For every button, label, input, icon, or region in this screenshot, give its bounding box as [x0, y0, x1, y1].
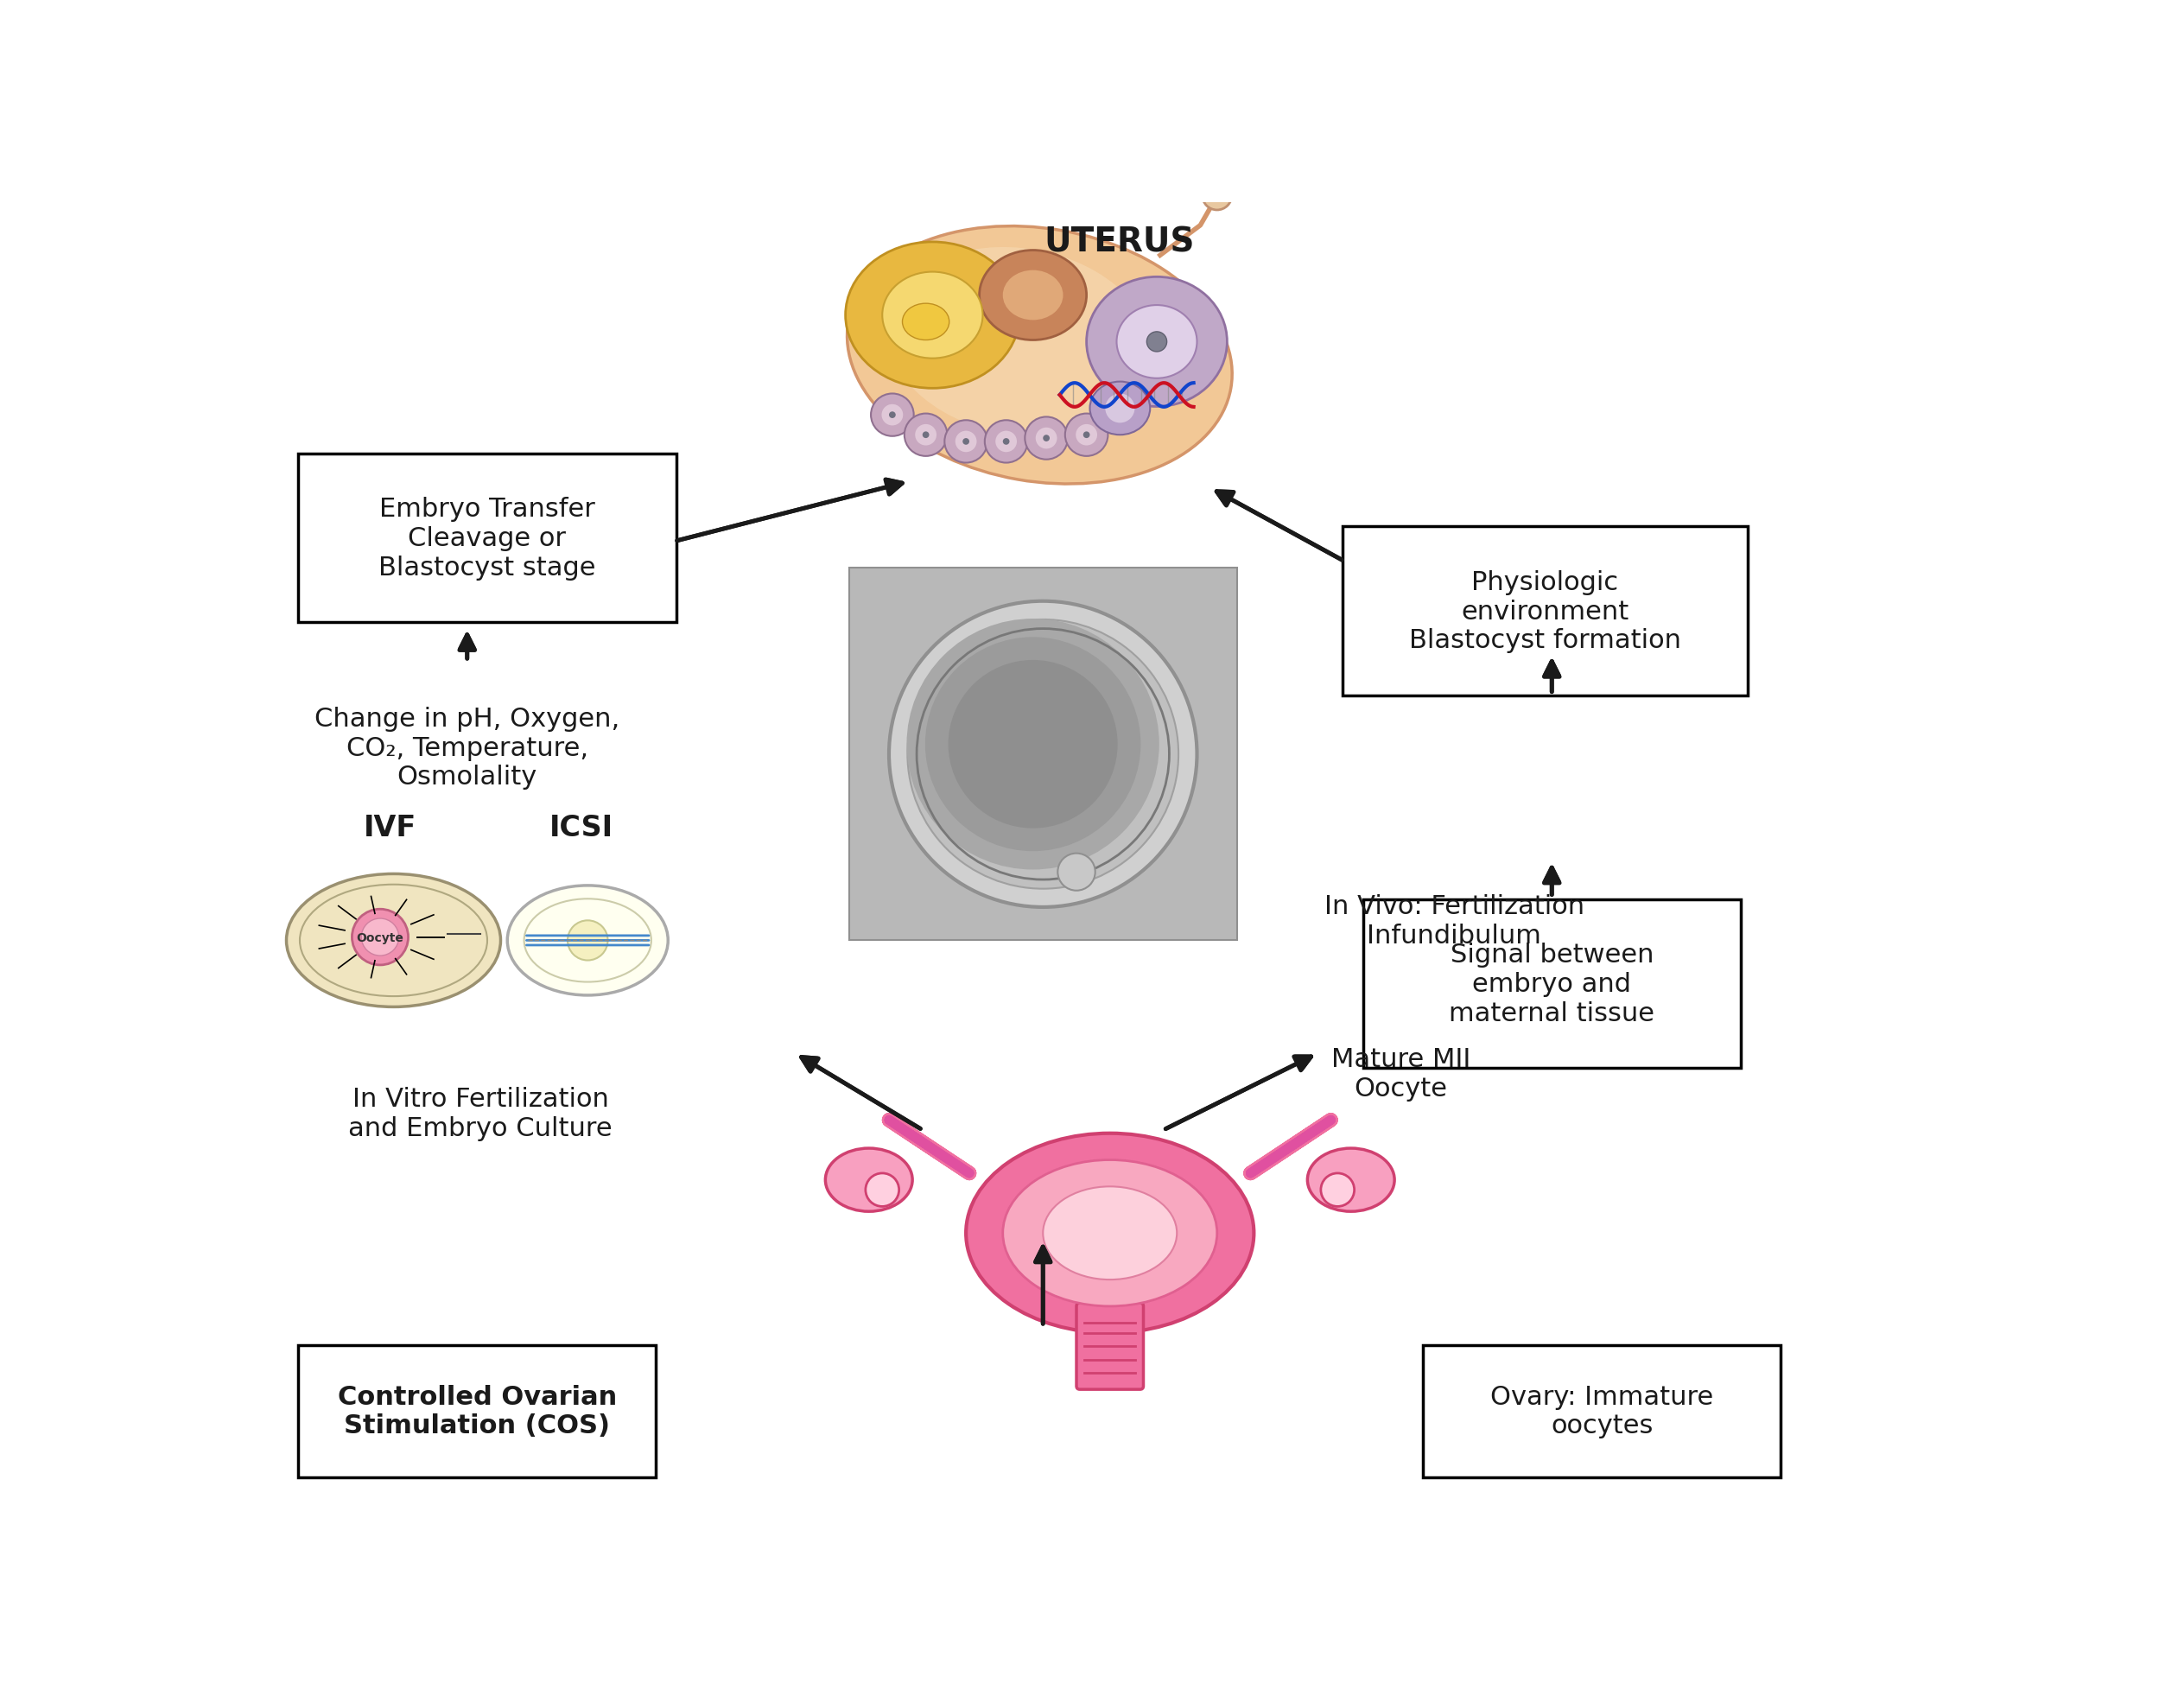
Circle shape: [889, 601, 1197, 907]
Ellipse shape: [978, 252, 1085, 341]
FancyBboxPatch shape: [299, 1344, 655, 1478]
Ellipse shape: [1044, 1187, 1177, 1280]
Ellipse shape: [826, 1149, 913, 1211]
Text: Mature MII
Oocyte: Mature MII Oocyte: [1330, 1047, 1470, 1101]
Ellipse shape: [1002, 1160, 1216, 1306]
Ellipse shape: [1116, 306, 1197, 378]
Circle shape: [871, 394, 913, 437]
Circle shape: [909, 620, 1179, 888]
Ellipse shape: [507, 885, 668, 995]
Text: In Vivo: Fertilization
Infundibulum: In Vivo: Fertilization Infundibulum: [1324, 893, 1583, 948]
Circle shape: [906, 620, 1160, 870]
Circle shape: [1203, 181, 1232, 211]
Circle shape: [1024, 417, 1068, 459]
Circle shape: [963, 439, 970, 446]
Circle shape: [352, 909, 408, 966]
Circle shape: [996, 431, 1018, 453]
Text: UTERUS: UTERUS: [1044, 226, 1195, 258]
Circle shape: [1066, 414, 1107, 456]
FancyBboxPatch shape: [299, 454, 677, 623]
Ellipse shape: [965, 1133, 1254, 1333]
Circle shape: [568, 921, 607, 961]
Circle shape: [915, 424, 937, 446]
Circle shape: [954, 431, 976, 453]
Text: Physiologic
environment
Blastocyst formation: Physiologic environment Blastocyst forma…: [1409, 571, 1682, 654]
Circle shape: [948, 660, 1118, 829]
Ellipse shape: [882, 272, 983, 360]
Circle shape: [1002, 439, 1009, 446]
Circle shape: [1321, 1174, 1354, 1206]
Circle shape: [978, 691, 1088, 799]
FancyBboxPatch shape: [1343, 527, 1747, 696]
Circle shape: [1105, 394, 1136, 424]
FancyBboxPatch shape: [1077, 1304, 1144, 1390]
Circle shape: [1147, 333, 1166, 353]
Circle shape: [882, 405, 902, 426]
Ellipse shape: [902, 304, 950, 341]
Text: ICSI: ICSI: [548, 814, 614, 841]
FancyBboxPatch shape: [1363, 900, 1741, 1069]
Circle shape: [1057, 853, 1094, 890]
Text: In Vitro Fertilization
and Embryo Culture: In Vitro Fertilization and Embryo Cultur…: [349, 1086, 612, 1140]
Ellipse shape: [887, 248, 1153, 437]
Ellipse shape: [1002, 270, 1064, 321]
Ellipse shape: [847, 226, 1232, 485]
Text: Change in pH, Oxygen,
CO₂, Temperature,
Osmolality: Change in pH, Oxygen, CO₂, Temperature, …: [314, 706, 620, 789]
Circle shape: [865, 1174, 900, 1206]
Circle shape: [1035, 427, 1057, 449]
Circle shape: [360, 919, 400, 956]
Ellipse shape: [845, 243, 1020, 388]
Text: Signal between
embryo and
maternal tissue: Signal between embryo and maternal tissu…: [1448, 942, 1655, 1025]
Ellipse shape: [1085, 277, 1227, 407]
FancyBboxPatch shape: [1424, 1344, 1780, 1478]
Circle shape: [1077, 424, 1096, 446]
Circle shape: [904, 414, 948, 456]
Circle shape: [985, 421, 1029, 463]
Text: Ovary: Immature
oocytes: Ovary: Immature oocytes: [1489, 1383, 1714, 1437]
Circle shape: [1083, 432, 1090, 439]
Bar: [850, 569, 1236, 941]
Circle shape: [943, 421, 987, 463]
Ellipse shape: [1090, 382, 1151, 436]
Text: IVF: IVF: [365, 814, 417, 841]
Text: Controlled Ovarian
Stimulation (COS): Controlled Ovarian Stimulation (COS): [339, 1383, 616, 1437]
Ellipse shape: [286, 875, 500, 1007]
Circle shape: [926, 637, 1140, 851]
Circle shape: [922, 432, 928, 439]
Circle shape: [889, 412, 895, 419]
Text: Oocyte: Oocyte: [356, 931, 404, 944]
Ellipse shape: [1308, 1149, 1393, 1211]
Circle shape: [1044, 436, 1051, 443]
Text: Embryo Transfer
Cleavage or
Blastocyst stage: Embryo Transfer Cleavage or Blastocyst s…: [378, 497, 596, 579]
